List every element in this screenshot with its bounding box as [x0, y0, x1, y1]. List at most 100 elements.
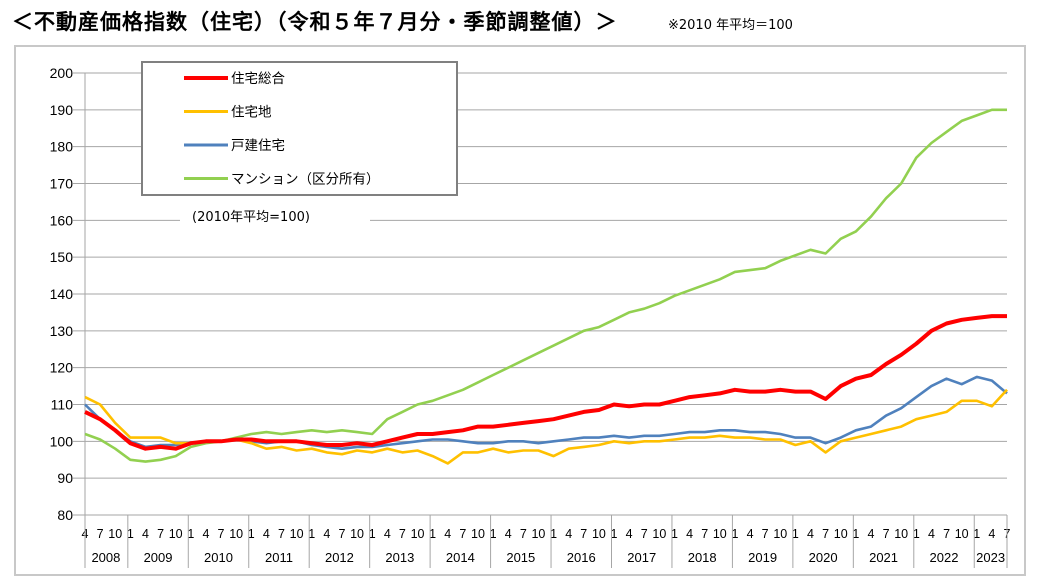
x-month-label: 1 — [248, 527, 255, 541]
x-month-label: 1 — [611, 527, 618, 541]
x-month-label: 7 — [278, 527, 285, 541]
x-month-label: 7 — [641, 527, 648, 541]
x-month-label: 4 — [565, 527, 572, 541]
legend-label: マンション（区分所有） — [231, 172, 380, 188]
x-year-label: 2011 — [265, 550, 293, 565]
x-month-label: 10 — [229, 527, 243, 541]
x-month-label: 7 — [97, 527, 104, 541]
x-month-label: 4 — [988, 527, 995, 541]
x-year-label: 2021 — [869, 550, 898, 565]
x-year-label: 2022 — [930, 550, 959, 565]
x-month-label: 1 — [671, 527, 678, 541]
x-month-label: 10 — [531, 527, 545, 541]
x-month-label: 7 — [762, 527, 769, 541]
y-tick-label: 200 — [50, 65, 74, 81]
x-month-label: 7 — [883, 527, 890, 541]
x-month-label: 7 — [701, 527, 708, 541]
y-tick-label: 110 — [51, 397, 74, 413]
x-month-label: 7 — [822, 527, 829, 541]
x-month-label: 1 — [550, 527, 557, 541]
x-month-label: 4 — [626, 527, 633, 541]
x-month-label: 7 — [218, 527, 225, 541]
x-year-label: 2016 — [567, 550, 596, 565]
chart-title: ＜不動産価格指数（住宅）（令和５年７月分・季節調整値）＞ — [12, 10, 618, 34]
x-year-label: 2019 — [748, 550, 777, 565]
base-note: ※2010 年平均＝100 — [668, 18, 793, 33]
x-month-label: 4 — [867, 527, 874, 541]
x-month-label: 4 — [263, 527, 270, 541]
base-annotation: (2010年平均=100) — [192, 210, 310, 225]
x-month-label: 4 — [384, 527, 391, 541]
x-month-label: 1 — [731, 527, 738, 541]
y-tick-label: 180 — [50, 139, 74, 155]
x-month-label: 10 — [169, 527, 183, 541]
x-year-label: 2014 — [446, 550, 475, 565]
x-year-label: 2023 — [976, 550, 1005, 565]
y-tick-label: 80 — [57, 507, 73, 523]
series-line-0 — [84, 314, 1007, 451]
legend-label: 戸建住宅 — [231, 138, 285, 154]
x-month-label: 10 — [471, 527, 485, 541]
x-month-label: 10 — [773, 527, 787, 541]
x-year-label: 2008 — [91, 550, 120, 565]
y-tick-label: 190 — [50, 102, 74, 118]
series-line-2 — [84, 375, 1008, 451]
x-year-label: 2020 — [809, 550, 838, 565]
x-month-label: 1 — [369, 527, 376, 541]
x-year-label: 2010 — [204, 550, 233, 565]
x-month-label: 1 — [792, 527, 799, 541]
x-month-label: 7 — [338, 527, 345, 541]
x-year-label: 2017 — [627, 550, 656, 565]
x-month-label: 4 — [928, 527, 935, 541]
x-month-label: 7 — [459, 527, 466, 541]
series-line-3 — [84, 108, 1007, 463]
annotation-bg — [180, 205, 370, 227]
y-tick-label: 160 — [50, 212, 74, 228]
x-month-label: 4 — [505, 527, 512, 541]
x-month-label: 1 — [490, 527, 497, 541]
y-tick-label: 170 — [50, 176, 74, 192]
x-month-label: 10 — [290, 527, 304, 541]
x-year-label: 2012 — [325, 550, 354, 565]
x-month-label: 1 — [429, 527, 436, 541]
x-month-label: 10 — [108, 527, 122, 541]
y-tick-label: 90 — [57, 470, 73, 486]
x-month-label: 10 — [592, 527, 606, 541]
x-month-label: 4 — [323, 527, 330, 541]
x-month-label: 10 — [834, 527, 848, 541]
chart-frame — [14, 45, 1026, 576]
x-month-label: 4 — [444, 527, 451, 541]
x-month-label: 10 — [894, 527, 908, 541]
legend-label: 住宅総合 — [231, 71, 285, 87]
x-month-label: 7 — [580, 527, 587, 541]
x-year-label: 2009 — [144, 550, 173, 565]
y-tick-label: 150 — [50, 249, 74, 265]
x-month-label: 10 — [652, 527, 666, 541]
x-month-label: 4 — [747, 527, 754, 541]
x-month-label: 4 — [202, 527, 209, 541]
y-tick-label: 100 — [50, 433, 74, 449]
x-month-label: 10 — [411, 527, 425, 541]
x-month-label: 10 — [350, 527, 364, 541]
x-month-label: 1 — [973, 527, 980, 541]
x-month-label: 10 — [955, 527, 969, 541]
x-month-label: 1 — [852, 527, 859, 541]
x-month-label: 1 — [187, 527, 194, 541]
x-month-label: 4 — [142, 527, 149, 541]
x-month-label: 4 — [686, 527, 693, 541]
x-month-label: 7 — [157, 527, 164, 541]
x-month-label: 4 — [807, 527, 814, 541]
x-month-label: 7 — [520, 527, 527, 541]
y-tick-label: 130 — [50, 323, 74, 339]
x-month-label: 1 — [308, 527, 315, 541]
x-month-label: 10 — [713, 527, 727, 541]
legend-box — [141, 61, 458, 196]
x-month-label: 7 — [399, 527, 406, 541]
x-year-label: 2015 — [506, 550, 535, 565]
x-month-label: 7 — [943, 527, 950, 541]
x-year-label: 2018 — [688, 550, 717, 565]
legend-label: 住宅地 — [231, 105, 272, 121]
x-year-label: 2013 — [385, 550, 414, 565]
